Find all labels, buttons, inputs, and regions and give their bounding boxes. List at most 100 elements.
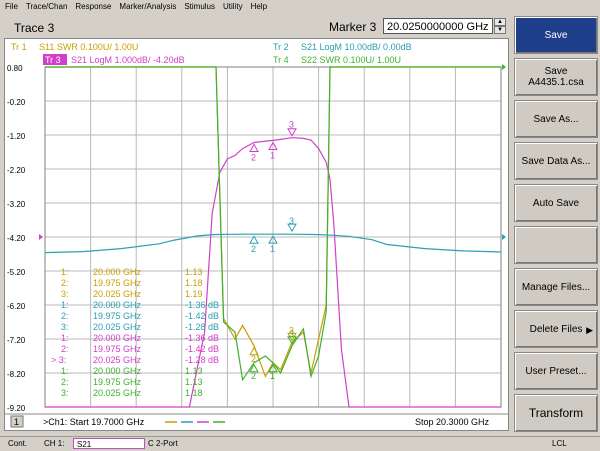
softkey-save-as[interactable]: Save As... [514, 100, 598, 138]
softkey-user-preset[interactable]: User Preset... [514, 352, 598, 390]
tr2-marker-2 [249, 235, 259, 244]
y-tick-label: -7.20 [7, 336, 26, 345]
marker-table: 1: 20.000 GHz 1.13 2: 19.975 GHz 1.18 3: 20.025… [51, 267, 219, 398]
stop-frequency: Stop 20.3000 GHz [415, 417, 490, 427]
trace-header-text: S22 SWR 0.100U/ 1.00U [301, 55, 401, 65]
softkey-transform[interactable]: Transform [514, 394, 598, 432]
marker-table-index: 2: [61, 344, 69, 354]
marker-table-value: 1.18 [185, 388, 203, 398]
marker-table-freq: 20.025 GHz [93, 322, 142, 332]
y-tick-label: -8.20 [7, 370, 26, 379]
marker-table-value: -1.42 dB [185, 311, 219, 321]
marker-table-index: 2: [61, 377, 69, 387]
menu-stimulus[interactable]: Stimulus [184, 2, 216, 11]
y-axis-ticks: 0.80 -0.20 -1.20 -2.20 -3.20 -4.20 -5.20 -6.20 -… [7, 64, 506, 413]
tr4-marker-3 [287, 336, 297, 345]
bottom-stimulus-bar: 1 >Ch1: Start 19.7000 GHz Stop 20.3000 GHz [5, 413, 508, 428]
channel-number-box [10, 415, 24, 428]
tr3-marker-2-label: 2 [251, 152, 256, 162]
marker-table-value: 1.13 [185, 366, 203, 376]
tr1-marker-3-label: 3 [289, 325, 294, 335]
softkey-manage-files[interactable]: Manage Files... [514, 268, 598, 306]
tr3-marker-3-label: 3 [289, 120, 294, 130]
menu-trace-chan[interactable]: Trace/Chan [25, 2, 68, 11]
tr2-marker-3-label: 3 [289, 216, 294, 226]
spin-down-button[interactable]: ▼ [494, 26, 506, 34]
tr1-marker-2-label: 2 [251, 354, 256, 364]
trace-2-line [44, 233, 502, 254]
trace-header-label: Tr 2 [273, 42, 289, 52]
tr3-marker-2 [249, 143, 259, 152]
tr4-marker-1-label: 1 [270, 371, 275, 381]
y-tick-label: -4.20 [7, 234, 26, 243]
marker-table-index: 3: [61, 289, 69, 299]
marker-table-index: 3: [61, 322, 69, 332]
y-tick-label: -3.20 [7, 200, 26, 209]
trace-header-text: S21 LogM 10.00dB/ 0.00dB [301, 42, 412, 52]
tr2-marker-3 [287, 223, 297, 233]
tr1-marker-2 [249, 346, 259, 356]
marker-table-index: > 3: [51, 355, 66, 365]
tr3-marker-3 [287, 128, 297, 137]
active-trace-title: Trace 3 [14, 21, 55, 35]
sweep-mode: Cont. [8, 439, 28, 448]
softkey-blank[interactable] [514, 226, 598, 264]
start-frequency: >Ch1: Start 19.7000 GHz [43, 417, 145, 427]
menu-help[interactable]: Help [250, 2, 268, 11]
plot-border [44, 66, 502, 408]
menu-marker-analysis[interactable]: Marker/Analysis [119, 2, 177, 11]
y-tick-label: -2.20 [7, 166, 26, 175]
softkey-auto-save[interactable]: Auto Save [514, 184, 598, 222]
marker-table-value: -1.28 dB [185, 322, 219, 332]
tr1-marker-1-label: 1 [270, 371, 275, 381]
marker-table-freq: 20.025 GHz [93, 355, 142, 365]
marker-table-freq: 20.025 GHz [93, 388, 142, 398]
marker-table-freq: 20.000 GHz [93, 300, 142, 310]
menu-response[interactable]: Response [75, 2, 112, 11]
tr4-marker-2 [249, 363, 259, 373]
y-tick-label: -6.20 [7, 302, 26, 311]
tr2-reference-arrow [502, 234, 506, 240]
tr3-marker-1 [268, 141, 278, 150]
y-tick-label: -5.20 [7, 268, 26, 277]
tr3-reference-arrow [39, 234, 43, 240]
cal-port-status: C 2-Port [148, 439, 178, 448]
y-tick-label: -1.20 [7, 132, 26, 141]
y-tick-label: 0.80 [7, 64, 23, 73]
marker-label: Marker 3 [329, 20, 377, 34]
tr2-marker-1 [268, 235, 278, 244]
marker-table-freq: 19.975 GHz [93, 377, 142, 387]
tr2-marker-1-label: 1 [270, 244, 275, 254]
status-bar: Cont. CH 1: S21 C 2-Port LCL [0, 436, 600, 451]
chevron-right-icon: ▶ [586, 325, 593, 335]
tr4-marker-3-label: 3 [289, 329, 294, 339]
softkey-delete-files[interactable]: Delete Files ▶ [514, 310, 598, 348]
menu-bar: File Trace/Chan Response Marker/Analysis Sti… [0, 0, 600, 15]
softkey-save[interactable]: Save [514, 16, 598, 54]
menu-file[interactable]: File [5, 2, 18, 11]
softkey-save-data-as[interactable]: Save Data As... [514, 142, 598, 180]
trace-header-text: S11 SWR 0.100U/ 1.00U [39, 42, 138, 52]
marker-frequency-input[interactable]: 20.0250000000 GHz [383, 18, 493, 34]
tr2-marker-2-label: 2 [251, 244, 256, 254]
marker-table-freq: 20.025 GHz [93, 289, 142, 299]
marker-table-value: 1.18 [185, 278, 203, 288]
trace-header-label: Tr 4 [273, 55, 289, 65]
marker-table-value: 1.19 [185, 289, 203, 299]
marker-table-index: 2: [61, 311, 69, 321]
tr4-reference-arrow [502, 64, 506, 70]
active-parameter-box[interactable]: S21 [73, 438, 145, 449]
menu-utility[interactable]: Utility [223, 2, 243, 11]
trace-header-label: Tr 3 [45, 55, 61, 65]
y-tick-label: -9.20 [7, 404, 26, 413]
y-tick-label: -0.20 [7, 98, 26, 107]
marker-table-value: -1.36 dB [185, 333, 219, 343]
softkey-save-file[interactable]: Save A4435.1.csa [514, 58, 598, 96]
marker-table-value: 1.13 [185, 377, 203, 387]
trace-header-text: S21 LogM 1.000dB/ -4.20dB [71, 55, 185, 65]
plot-area[interactable]: 0.80 -0.20 -1.20 -2.20 -3.20 -4.20 -5.20 -6.20 -… [4, 38, 509, 431]
spin-up-button[interactable]: ▲ [494, 18, 506, 26]
tr4-marker-2-label: 2 [251, 371, 256, 381]
trace-headers: Tr 1 S11 SWR 0.100U/ 1.00U Tr 2 S21 LogM 10… [11, 42, 412, 65]
